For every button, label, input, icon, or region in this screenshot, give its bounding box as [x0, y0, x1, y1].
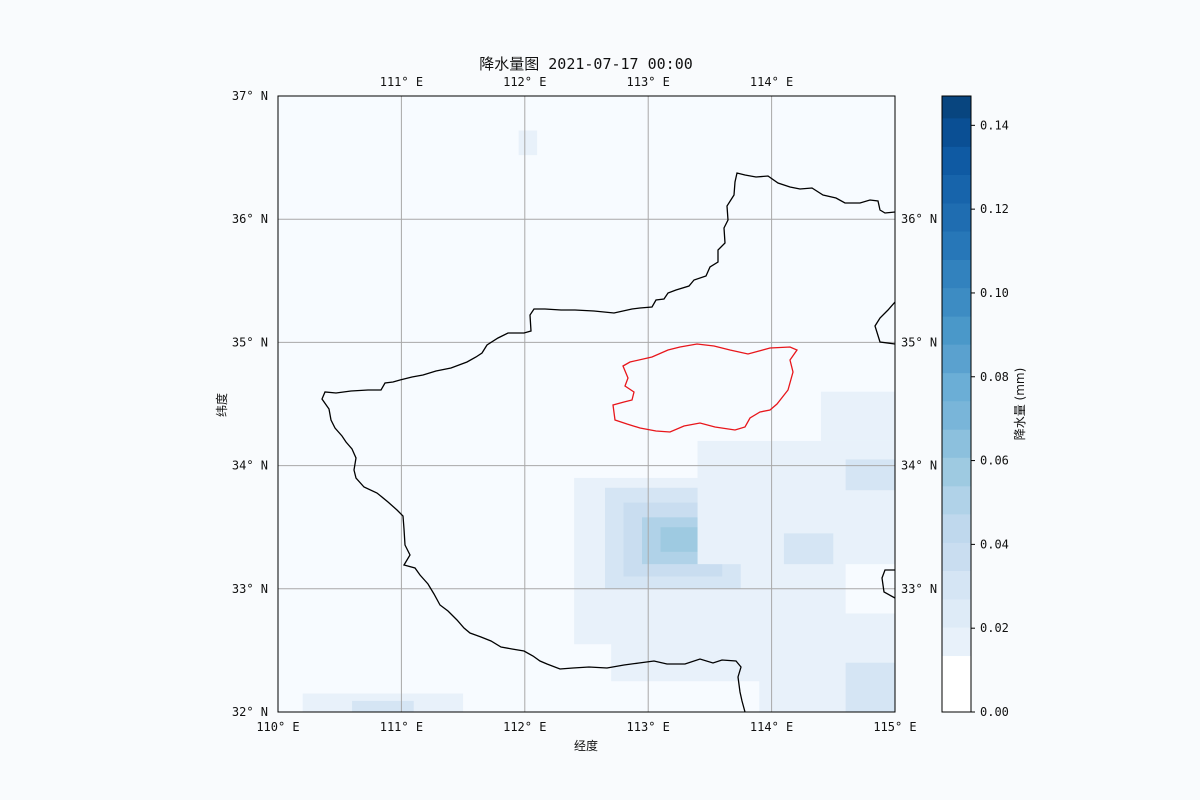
colorbar-tick-label: 0.08	[980, 370, 1009, 384]
colorbar-tick-label: 0.14	[980, 118, 1009, 132]
lon-tick-label: 113° E	[627, 720, 670, 734]
precip-cell-11	[845, 459, 895, 491]
precip-cell-2	[352, 700, 414, 712]
lon-tick-label: 115° E	[873, 720, 916, 734]
east-boundary-segment-lower	[881, 569, 895, 599]
colorbar-segment	[942, 513, 971, 543]
precip-cell-14	[783, 533, 834, 565]
colorbar-segment	[942, 117, 971, 147]
boundary-lines	[321, 172, 895, 712]
lat-tick-label: 32° N	[232, 705, 268, 719]
colorbar-tick-label: 0.04	[980, 537, 1009, 551]
colorbar-segment	[942, 174, 971, 204]
highlight-region-outline	[612, 343, 798, 433]
colorbar-segment	[942, 457, 971, 487]
lat-tick-label: 36° N	[232, 212, 268, 226]
lon-tick-label: 110° E	[256, 720, 299, 734]
right-lat-tick-label: 35° N	[901, 335, 937, 349]
colorbar-segment	[942, 146, 971, 175]
precip-cell-8	[660, 527, 698, 552]
colorbar-tick-label: 0.12	[980, 202, 1009, 216]
colorbar-label: 降水量 (mm)	[1013, 368, 1027, 441]
colorbar-segment	[942, 570, 971, 600]
colorbar-segment	[942, 96, 971, 119]
x-axis-label: 经度	[574, 738, 598, 753]
top-lon-tick-label: 113° E	[627, 75, 670, 89]
colorbar-segment	[942, 485, 971, 515]
precip-cell-13	[845, 662, 895, 712]
lat-tick-label: 37° N	[232, 89, 268, 103]
right-lat-tick-label: 33° N	[901, 582, 937, 596]
colorbar-tick-label: 0.06	[980, 454, 1009, 468]
lat-tick-label: 35° N	[232, 335, 268, 349]
colorbar-segment	[942, 429, 971, 458]
top-lon-tick-label: 111° E	[380, 75, 423, 89]
map-frame	[277, 95, 896, 713]
colorbar-segment	[942, 655, 971, 713]
east-boundary-segment-upper	[874, 301, 895, 345]
y-axis-label: 纬度	[214, 393, 229, 417]
province-boundary	[321, 172, 895, 712]
precip-cell-10	[820, 391, 895, 441]
map-title: 降水量图 2021-07-17 00:00	[479, 55, 693, 73]
colorbar-segment	[942, 316, 971, 345]
colorbar-segment	[942, 344, 971, 374]
graticule-grid	[278, 96, 895, 712]
colorbar-segment	[942, 230, 971, 261]
colorbar-segment	[942, 202, 971, 232]
colorbar-segment	[942, 626, 971, 657]
colorbar-segment	[942, 542, 971, 571]
colorbar: 0.00 0.02 0.04 0.06 0.08 0.10 0.12 0.14	[941, 95, 1009, 719]
lat-tick-label: 34° N	[232, 459, 268, 473]
lat-tick-label: 33° N	[232, 582, 268, 596]
right-lat-tick-label: 34° N	[901, 459, 937, 473]
colorbar-tick-label: 0.00	[980, 705, 1009, 719]
precip-cell-0	[518, 130, 538, 156]
colorbar-tick-label: 0.10	[980, 286, 1009, 300]
colorbar-tick-label: 0.02	[980, 621, 1009, 635]
top-lon-tick-label: 112° E	[503, 75, 546, 89]
right-lat-tick-label: 36° N	[901, 212, 937, 226]
lon-tick-label: 114° E	[750, 720, 793, 734]
top-lon-tick-label: 114° E	[750, 75, 793, 89]
colorbar-segment	[942, 287, 971, 317]
colorbar-segment	[942, 598, 971, 628]
colorbar-frame	[941, 95, 972, 713]
lon-tick-label: 111° E	[380, 720, 423, 734]
axis-ticks: 110° E 111° E 112° E 113° E 114° E 115° E 32° …	[232, 75, 937, 734]
colorbar-segment	[942, 400, 971, 430]
lon-tick-label: 112° E	[503, 720, 546, 734]
colorbar-segment	[942, 372, 971, 402]
colorbar-segment	[942, 259, 971, 289]
